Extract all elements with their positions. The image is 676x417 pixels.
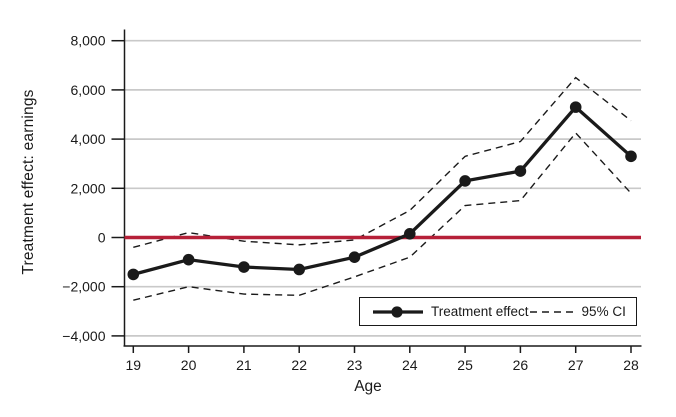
x-tick-label-22: 22 <box>291 357 307 373</box>
y-tick-label-6000: 6,000 <box>70 82 105 98</box>
treatment-effect-line <box>132 104 633 276</box>
data-point-marker-age-25 <box>459 175 471 187</box>
y-tick-label-8000: 8,000 <box>70 33 105 49</box>
data-point-marker-age-22 <box>293 263 306 276</box>
data-point-marker-age-19 <box>127 268 140 281</box>
y-tick-label-2000: 2,000 <box>70 180 105 196</box>
x-tick-label-26: 26 <box>513 357 529 373</box>
x-axis-title: Age <box>354 378 382 395</box>
data-point-marker-age-24 <box>404 228 416 240</box>
legend-label-treatment-effect: Treatment effect <box>431 304 529 319</box>
ci-upper-line <box>133 76 632 249</box>
x-tick-label-25: 25 <box>457 357 473 373</box>
legend-item-ci: 95% CI <box>529 304 626 319</box>
y-tick-label-4000: 4,000 <box>70 131 105 147</box>
x-tick-label-28: 28 <box>623 357 639 373</box>
x-tick-label-24: 24 <box>402 357 418 373</box>
data-point-marker-age-28 <box>625 150 637 163</box>
y-tick-label--2000: −2,000 <box>62 279 105 295</box>
x-tick-label-27: 27 <box>568 357 584 373</box>
ci-line-swatch <box>529 310 574 313</box>
data-point-marker-age-27 <box>569 101 582 113</box>
data-point-marker-age-23 <box>348 251 361 263</box>
circle-marker-icon <box>391 305 403 318</box>
legend-label-ci: 95% CI <box>581 304 626 319</box>
y-tick-label--4000: −4,000 <box>62 328 105 344</box>
legend-item-treatment-effect: Treatment effect <box>372 304 529 319</box>
x-tick-label-23: 23 <box>347 357 363 373</box>
data-point-marker-age-21 <box>238 261 250 273</box>
x-tick-label-21: 21 <box>236 357 252 373</box>
treatment-effect-line-swatch <box>373 305 423 318</box>
x-tick-label-20: 20 <box>181 357 197 373</box>
ci-lower-line <box>133 131 632 301</box>
x-tick-label-19: 19 <box>126 357 142 373</box>
data-point-marker-age-26 <box>514 165 527 177</box>
legend: Treatment effect 95% CI <box>359 297 637 326</box>
y-tick-label-0: 0 <box>98 230 106 246</box>
data-point-marker-age-20 <box>182 253 195 266</box>
y-axis-title: Treatment effect: earnings <box>20 89 37 275</box>
